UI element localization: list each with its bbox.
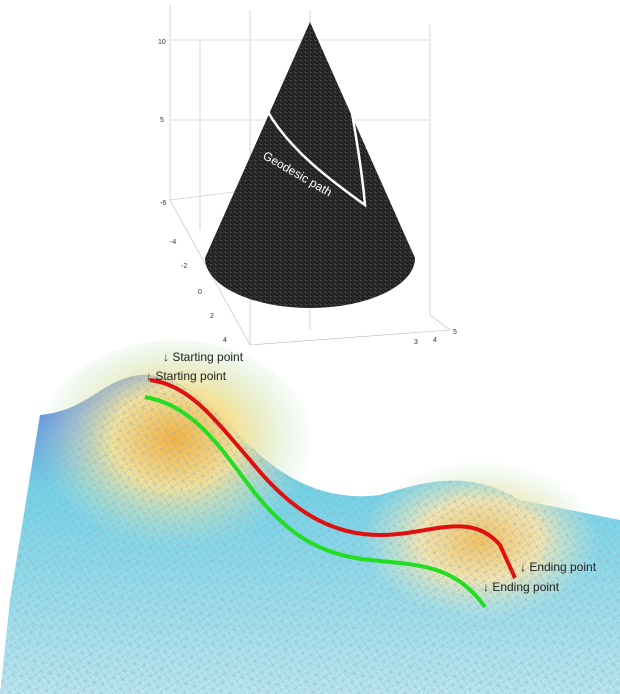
- end-label: ↓ Ending point: [520, 560, 597, 574]
- z-tick: 10: [158, 39, 166, 46]
- y-tick: -6: [160, 200, 166, 207]
- start-label: ↓ Starting point: [146, 369, 227, 383]
- cone: [205, 22, 415, 308]
- y-tick: -2: [181, 263, 187, 270]
- y-tick: -4: [170, 239, 176, 246]
- y-tick: 0: [198, 289, 202, 296]
- end-label: ↓ Ending point: [483, 580, 560, 594]
- x-tick: 3: [414, 339, 418, 346]
- x-tick: 5: [453, 329, 457, 336]
- surface: [0, 340, 620, 694]
- x-tick: 4: [433, 337, 437, 344]
- start-label: ↓ Starting point: [163, 350, 244, 364]
- y-tick: 4: [223, 337, 227, 344]
- y-tick: 2: [210, 313, 214, 320]
- figure: Geodesic path 105-6-4-2024543 ↓ Starting…: [0, 0, 620, 694]
- z-tick: 5: [160, 117, 164, 124]
